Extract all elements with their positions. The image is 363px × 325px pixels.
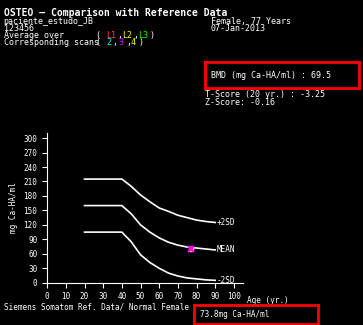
Text: 73.8mg Ca-HA/ml: 73.8mg Ca-HA/ml [200,310,270,319]
Text: Age (yr.): Age (yr.) [247,296,289,305]
Text: T-Score (20 yr.) : -3.25: T-Score (20 yr.) : -3.25 [205,90,325,99]
Text: +2SD: +2SD [217,218,236,227]
Text: ,: , [133,31,138,40]
Text: ,: , [117,31,122,40]
Text: paciente_estudo_JB: paciente_estudo_JB [4,17,94,26]
Text: -2SD: -2SD [217,276,236,285]
Text: 2: 2 [106,38,111,47]
Text: (: ( [96,31,106,40]
Text: 3: 3 [118,38,123,47]
Text: Average over: Average over [4,31,64,40]
Text: ,: , [126,38,131,47]
Text: OSTEO – Comparison with Reference Data: OSTEO – Comparison with Reference Data [4,8,227,18]
Text: L1: L1 [106,31,117,40]
Text: ,: , [113,38,118,47]
Text: BMD (mg Ca-HA/ml) : 69.5: BMD (mg Ca-HA/ml) : 69.5 [211,71,331,80]
Text: 123456: 123456 [4,24,34,33]
Text: Corresponding scans: Corresponding scans [4,38,99,47]
Text: Siemens Somatom Ref. Data/ Normal Female: Siemens Somatom Ref. Data/ Normal Female [4,303,193,312]
Text: 4: 4 [131,38,136,47]
Text: L2: L2 [122,31,132,40]
Text: Z-Score: -0.16: Z-Score: -0.16 [205,98,275,107]
Text: Female, 77 Years: Female, 77 Years [211,17,290,26]
Text: ): ) [139,38,144,47]
Text: MEAN: MEAN [217,245,236,254]
Y-axis label: mg Ca-HA/ml: mg Ca-HA/ml [9,183,18,233]
Text: (: ( [96,38,106,47]
Text: ): ) [149,31,154,40]
Text: 07-Jan-2013: 07-Jan-2013 [211,24,266,33]
Text: L3: L3 [138,31,148,40]
